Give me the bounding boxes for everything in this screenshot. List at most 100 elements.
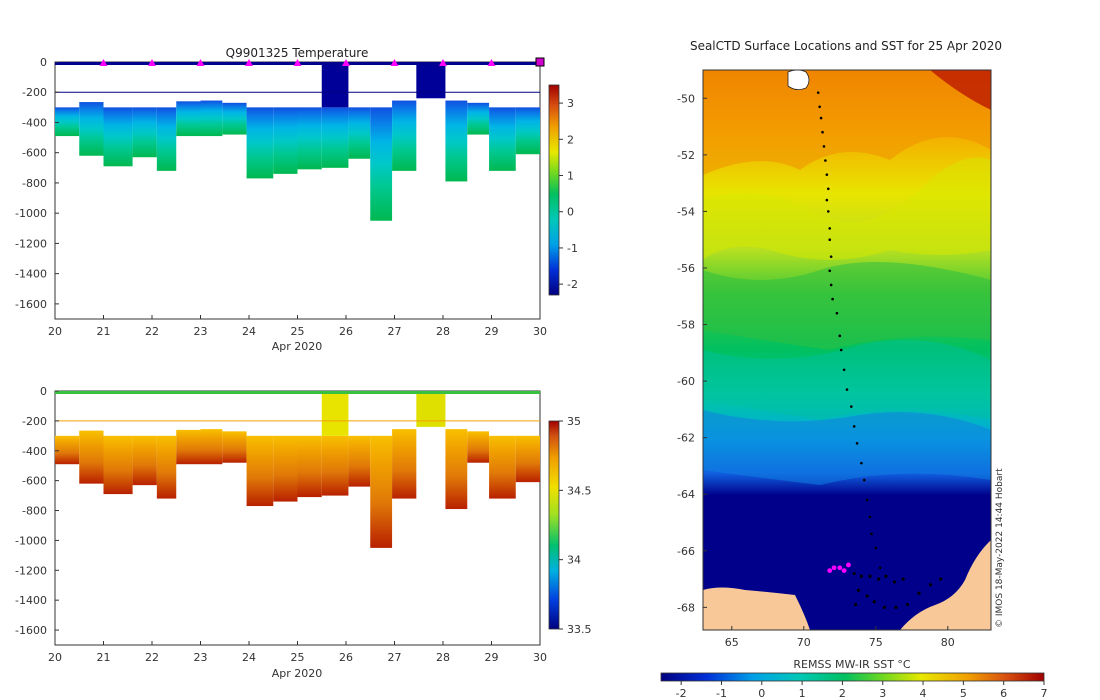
colorbar-tick-label: -2	[676, 687, 687, 700]
x-tick-label: 20	[48, 325, 62, 338]
cluster-point	[901, 577, 905, 581]
cluster-point	[852, 571, 856, 576]
profile-column	[132, 107, 157, 158]
y-tick-label: -400	[22, 445, 47, 458]
colorbar-tick-label: 5	[960, 687, 967, 700]
profile-column	[103, 107, 133, 167]
track-point	[828, 238, 832, 241]
profile-column	[515, 107, 540, 155]
profile-column	[297, 107, 322, 170]
x-tick-label: 23	[194, 651, 208, 664]
y-tick-label: -1200	[15, 237, 47, 250]
surface-marker	[487, 59, 496, 66]
surface-marker	[148, 59, 156, 66]
colorbar-tick-label: 2	[567, 133, 574, 146]
x-tick-label: 30	[533, 651, 547, 664]
track-point	[839, 348, 843, 352]
x-tick-label: 26	[339, 325, 353, 338]
profile-column	[392, 429, 417, 499]
cluster-point	[854, 602, 858, 607]
colorbar-tick-label: 4	[920, 687, 927, 700]
y-tick-label: -600	[22, 475, 47, 488]
y-tick-label: -56	[677, 262, 695, 275]
track-point	[828, 269, 832, 273]
profile-column	[445, 429, 468, 510]
shallow-profile	[416, 62, 446, 99]
track-point	[829, 255, 833, 258]
colorbar-tick-label: 3	[567, 97, 574, 110]
salinity-colorbar	[548, 420, 560, 630]
x-tick-label: 24	[242, 651, 256, 664]
x-tick-label: 20	[48, 651, 62, 664]
x-tick-label: 80	[941, 636, 955, 649]
track-point	[878, 566, 882, 570]
y-tick-label: 0	[40, 56, 47, 69]
y-tick-label: -800	[22, 505, 47, 518]
track-point	[826, 210, 830, 213]
land-east	[900, 540, 991, 630]
y-tick-label: -400	[22, 116, 47, 129]
y-tick-label: -200	[22, 86, 47, 99]
y-tick-label: -52	[677, 149, 695, 162]
profile-column	[200, 429, 223, 465]
track-point	[838, 334, 842, 338]
profile-column	[132, 435, 157, 486]
sst-map-panel: SealCTD Surface Locations and SST for 25…	[660, 39, 1048, 700]
y-tick-label: -68	[677, 601, 695, 614]
surface-marker	[390, 59, 399, 66]
track-point	[862, 478, 866, 482]
y-tick-label: -200	[22, 415, 47, 428]
colorbar-tick-label: 35	[567, 415, 581, 428]
recent-position	[846, 562, 851, 568]
recent-position	[841, 568, 847, 574]
x-tick-label: 27	[388, 651, 402, 664]
profile-column	[79, 430, 104, 484]
profile-column	[222, 102, 247, 135]
x-tick-label: 22	[145, 325, 159, 338]
profile-column	[273, 107, 298, 174]
x-tick-label: 21	[97, 651, 111, 664]
cluster-point	[877, 577, 881, 581]
x-tick-label: 28	[436, 651, 450, 664]
x-tick-label: 29	[485, 651, 499, 664]
surface-strip	[55, 391, 540, 394]
profile-column	[103, 435, 133, 495]
colorbar-tick-label: 0	[758, 687, 765, 700]
track-point	[868, 515, 872, 519]
profile-column	[489, 435, 516, 499]
track-point	[824, 159, 827, 162]
y-tick-label: -62	[677, 432, 695, 445]
profile-column	[246, 107, 274, 179]
y-tick-label: -1000	[15, 207, 47, 220]
cluster-point	[928, 583, 933, 587]
shallow-profile	[321, 391, 349, 436]
y-tick-label: -1200	[15, 564, 47, 577]
profile-column	[515, 435, 540, 483]
cluster-point	[894, 605, 898, 609]
x-tick-label: 70	[797, 636, 811, 649]
profile-column	[297, 435, 322, 498]
colorbar-tick-label: 7	[1041, 687, 1048, 700]
profile-column	[55, 435, 80, 465]
x-tick-label: 30	[533, 325, 547, 338]
colorbar-tick-label: 34.5	[567, 484, 592, 497]
profile-column	[246, 435, 274, 507]
surface-marker	[245, 59, 253, 66]
track-point	[845, 388, 849, 391]
colorbar-tick-label: 6	[1000, 687, 1007, 700]
profile-column	[467, 102, 490, 135]
cluster-point	[868, 574, 872, 578]
profile-column	[176, 429, 201, 465]
x-tick-label: 26	[339, 651, 353, 664]
x-tick-label: 29	[485, 325, 499, 338]
profile-column	[176, 101, 201, 137]
track-point	[819, 116, 823, 120]
colorbar-tick-label: -1	[716, 687, 727, 700]
track-point	[828, 227, 832, 230]
temperature-title: Q9901325 Temperature	[226, 46, 369, 60]
surface-marker	[293, 59, 302, 66]
track-point	[816, 91, 820, 94]
map-title: SealCTD Surface Locations and SST for 25…	[690, 39, 1002, 53]
x-tick-label: 75	[869, 636, 883, 649]
